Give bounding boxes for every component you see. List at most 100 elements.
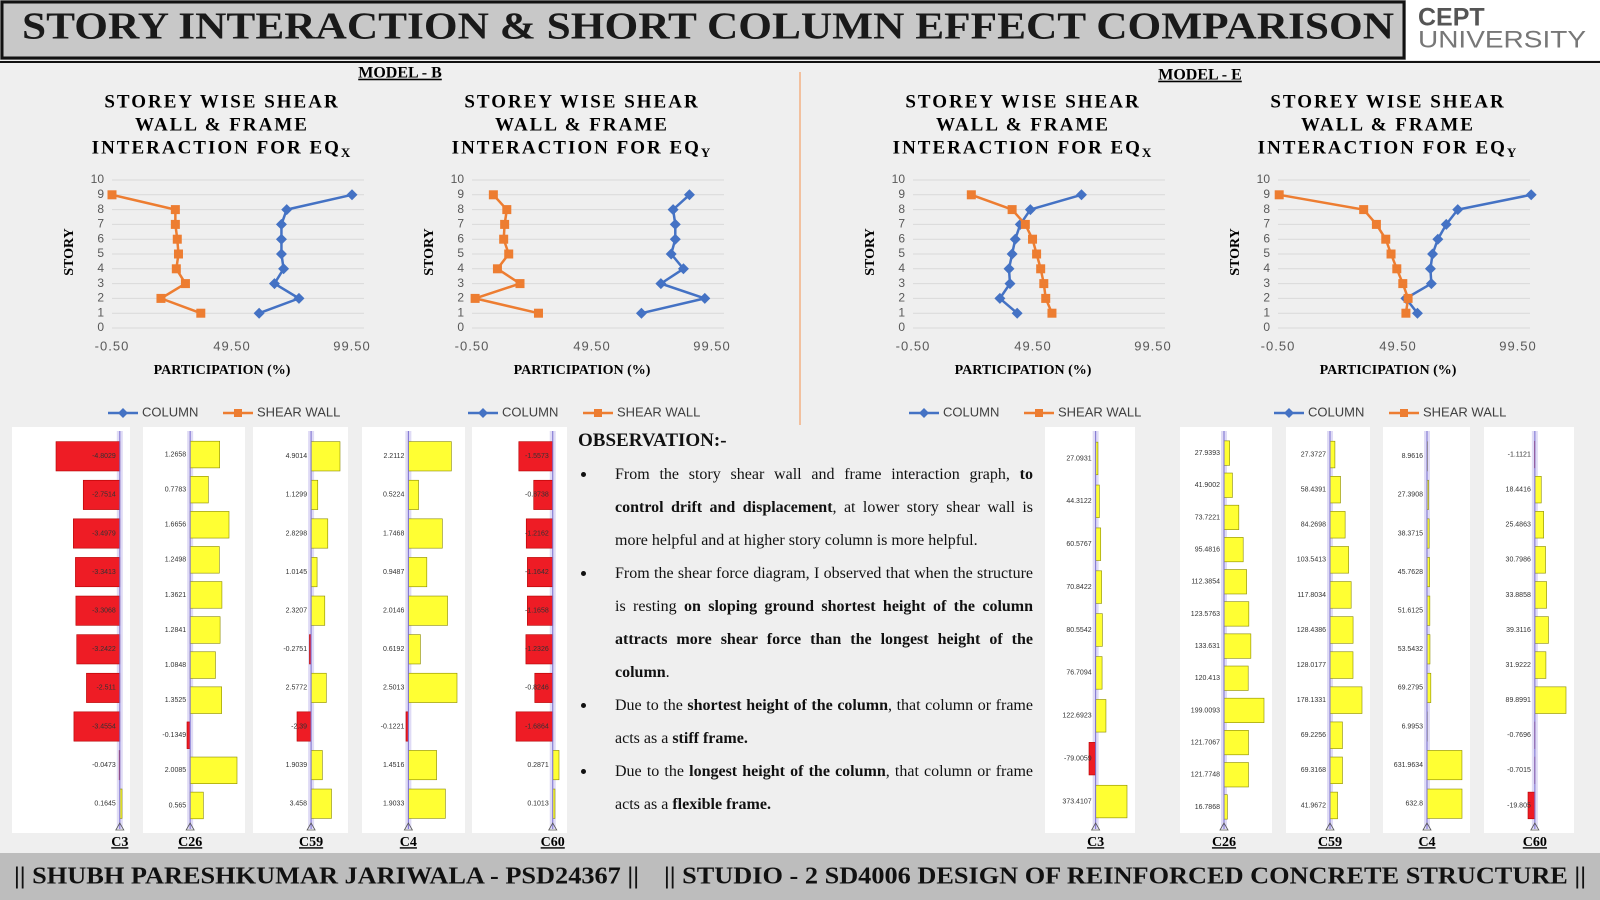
shear-value: 121.7067 <box>1191 739 1220 746</box>
shear-bar <box>1329 791 1338 820</box>
shear-value: 373.4107 <box>1062 798 1091 805</box>
shear-value: -3.2422 <box>92 646 116 653</box>
support <box>1219 822 1229 831</box>
shear-bar <box>1095 656 1103 690</box>
shear-value: -0.1349 <box>162 732 186 739</box>
marker <box>346 189 358 201</box>
shear-bar <box>1329 616 1354 644</box>
logo-text: UNIVERSITY <box>1418 26 1586 53</box>
y-axis-label: STORY <box>863 228 878 276</box>
shear-bar <box>1426 750 1463 781</box>
chart-title-subscript: X <box>341 145 352 160</box>
column-label: C4 <box>400 835 417 850</box>
shear-value: 1.2841 <box>165 627 187 634</box>
marker <box>1452 204 1464 216</box>
marker <box>268 278 280 290</box>
y-tick-label: 8 <box>898 202 905 216</box>
shear-bar <box>310 788 332 819</box>
shear-bar <box>1534 651 1547 679</box>
shear-value: 121.7748 <box>1191 772 1220 779</box>
legend-marker <box>594 409 602 417</box>
y-tick-label: 7 <box>898 217 905 231</box>
shear-value: -0.8246 <box>525 685 549 692</box>
shear-value: -0.2751 <box>283 646 307 653</box>
shear-bar <box>1095 570 1102 604</box>
marker <box>515 279 525 289</box>
shear-bar <box>408 788 446 819</box>
chart-title: STOREY WISE SHEAR <box>1270 91 1505 112</box>
x-axis-label: PARTICIPATION (%) <box>154 363 291 378</box>
shear-value: 112.3854 <box>1191 579 1220 586</box>
shear-bar <box>1329 511 1346 539</box>
y-tick-label: 9 <box>898 187 905 201</box>
marker <box>1371 219 1381 229</box>
shear-value: 6.9953 <box>1402 723 1424 730</box>
observation-title: OBSERVATION:- <box>578 430 727 451</box>
shear-bar <box>1223 601 1250 627</box>
shear-bar <box>1223 730 1249 756</box>
y-tick-label: 5 <box>898 246 905 260</box>
shear-value: 16.7868 <box>1195 804 1220 811</box>
marker <box>1425 278 1437 290</box>
y-tick-label: 0 <box>457 320 464 334</box>
shear-value: 18.4416 <box>1506 486 1531 493</box>
shear-bar <box>310 672 327 703</box>
marker <box>275 218 287 230</box>
marker <box>196 308 206 318</box>
shear-bar <box>1223 472 1233 498</box>
marker <box>173 249 183 259</box>
support <box>403 822 414 831</box>
chart-title: INTERACTION FOR EQY <box>452 137 713 160</box>
column-label: C26 <box>178 835 202 850</box>
x-tick-label: 49.50 <box>573 338 611 353</box>
shear-value: 1.3621 <box>165 592 187 599</box>
bold-text: to control drift and displacement <box>615 466 1033 516</box>
support <box>1530 822 1540 831</box>
shear-bar <box>1534 546 1546 574</box>
shear-value: 3.458 <box>290 801 308 808</box>
text: Due to the <box>615 697 688 714</box>
marker <box>499 234 509 244</box>
y-tick-label: 2 <box>457 291 464 305</box>
shear-value: 0.6192 <box>383 646 405 653</box>
shear-value: 0.1645 <box>94 801 116 808</box>
shear-value: 60.5767 <box>1066 541 1091 548</box>
bold-text: longest height of the column <box>689 763 886 780</box>
observation-bullet: Due to the shortest height of the column… <box>578 689 1033 755</box>
support <box>306 822 316 831</box>
marker <box>1427 248 1439 260</box>
marker <box>170 219 180 229</box>
marker <box>699 292 711 304</box>
y-tick-label: 10 <box>1257 172 1271 186</box>
chart-title: WALL & FRAME <box>135 114 309 135</box>
shear-bar <box>1329 476 1341 504</box>
marker <box>1386 249 1396 259</box>
bold-text: shortest height of the column <box>687 697 888 714</box>
shear-value: -1.1658 <box>525 608 549 615</box>
column-label: C3 <box>1087 835 1104 850</box>
shear-bar <box>1223 697 1265 723</box>
y-tick-label: 4 <box>457 261 464 275</box>
marker <box>1359 205 1369 215</box>
shear-bar <box>1095 484 1100 518</box>
shear-bar <box>408 634 421 665</box>
shear-value: -1.2326 <box>525 646 549 653</box>
shear-value: 1.9033 <box>383 801 405 808</box>
shear-value: 117.8034 <box>1297 592 1326 599</box>
shear-value: 2.3207 <box>286 608 308 615</box>
marker <box>156 293 166 303</box>
x-tick-label: -0.50 <box>95 338 130 353</box>
marker <box>683 189 695 201</box>
x-tick-label: 49.50 <box>1014 338 1052 353</box>
marker <box>1024 204 1036 216</box>
shear-value: -0.0473 <box>92 762 116 769</box>
legend-marker <box>118 408 128 418</box>
marker <box>1424 263 1436 275</box>
shear-bar <box>408 750 437 781</box>
chart-title: WALL & FRAME <box>1301 114 1475 135</box>
shear-value: 1.9039 <box>286 762 308 769</box>
shear-value: -3.3068 <box>92 608 116 615</box>
shear-value: 1.0848 <box>165 662 187 669</box>
observation-bullet: From the shear force diagram, I observed… <box>578 557 1033 689</box>
shear-value: -3.4554 <box>92 723 116 730</box>
